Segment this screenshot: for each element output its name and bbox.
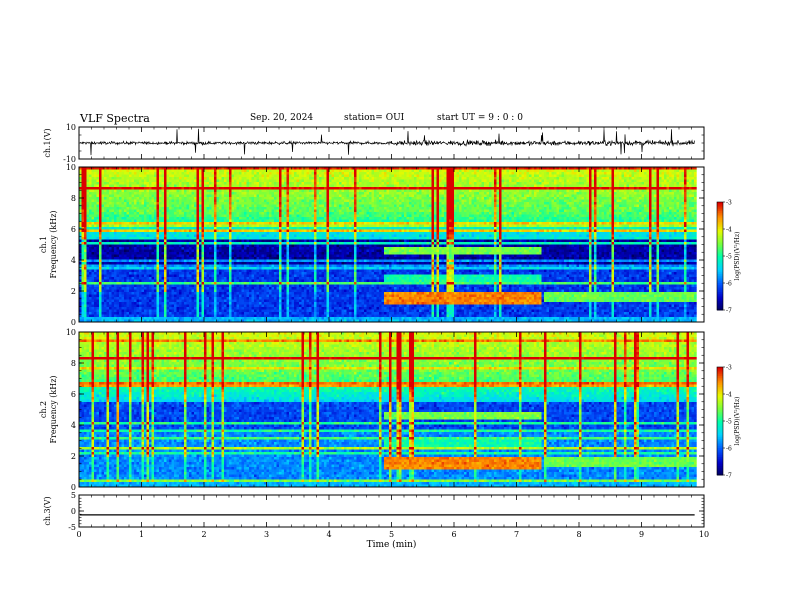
- spectrogram-ch1: [79, 167, 697, 322]
- colorbar-tick-label: -4: [726, 227, 732, 234]
- y-tick-label: 4: [71, 256, 76, 265]
- colorbar-label: log(PSD)(V²/Hz): [734, 397, 741, 446]
- colorbar-tick-label: -5: [726, 254, 732, 261]
- x-tick-label: 7: [514, 530, 519, 539]
- y-axis-label: ch.1: [39, 236, 48, 253]
- y-tick-label: 6: [71, 225, 76, 234]
- y-tick-label: 10: [66, 123, 76, 132]
- x-tick-label: 4: [326, 530, 331, 539]
- x-tick-label: 3: [264, 530, 269, 539]
- y-axis-label: ch.1(V): [43, 128, 52, 157]
- y-tick-label: -5: [68, 523, 76, 532]
- y-tick-label: 6: [71, 390, 76, 399]
- y-tick-label: 2: [71, 287, 76, 296]
- colorbar: -3 -4 -5 -6 -7 log(PSD)(V²/Hz): [717, 200, 741, 315]
- x-tick-label: 8: [576, 530, 581, 539]
- x-tick-label: 0: [76, 530, 81, 539]
- colorbar-tick-label: -7: [726, 308, 732, 315]
- x-tick-label: 10: [699, 530, 709, 539]
- colorbar-tick-label: -4: [726, 392, 732, 399]
- colorbar-label: log(PSD)(V²/Hz): [734, 232, 741, 281]
- colorbar-tick-label: -6: [726, 281, 732, 288]
- colorbar-tick-label: -3: [726, 200, 732, 207]
- y-axis-label: ch.2: [39, 401, 48, 418]
- colorbar: -3 -4 -5 -6 -7 log(PSD)(V²/Hz): [717, 365, 741, 480]
- y-tick-label: 0: [71, 318, 76, 327]
- y-tick-label: 8: [71, 359, 76, 368]
- y-tick-label: 0: [71, 507, 76, 516]
- x-tick-label: 5: [389, 530, 394, 539]
- colorbar-tick-label: -5: [726, 419, 732, 426]
- y-tick-label: 10: [66, 328, 76, 337]
- y-tick-label: 8: [71, 194, 76, 203]
- x-tick-label: 2: [201, 530, 206, 539]
- spectrogram-ch2: [79, 332, 697, 487]
- x-tick-label: 1: [139, 530, 144, 539]
- colorbar-tick-label: -3: [726, 365, 732, 372]
- x-tick-label: 9: [639, 530, 644, 539]
- y-axis-label: Frequency (kHz): [49, 210, 58, 278]
- x-axis-label: Time (min): [367, 539, 417, 550]
- waveform-ch1-line: [80, 129, 695, 155]
- x-tick-label: 6: [451, 530, 456, 539]
- y-tick-label: 2: [71, 452, 76, 461]
- colorbar-tick-label: -6: [726, 446, 732, 453]
- y-tick-label: 10: [66, 163, 76, 172]
- colorbar-tick-label: -7: [726, 473, 732, 480]
- y-axis-label: Frequency (kHz): [49, 375, 58, 443]
- y-tick-label: 4: [71, 421, 76, 430]
- y-axis-label: ch.3(V): [43, 496, 52, 525]
- y-tick-label: 5: [71, 491, 76, 500]
